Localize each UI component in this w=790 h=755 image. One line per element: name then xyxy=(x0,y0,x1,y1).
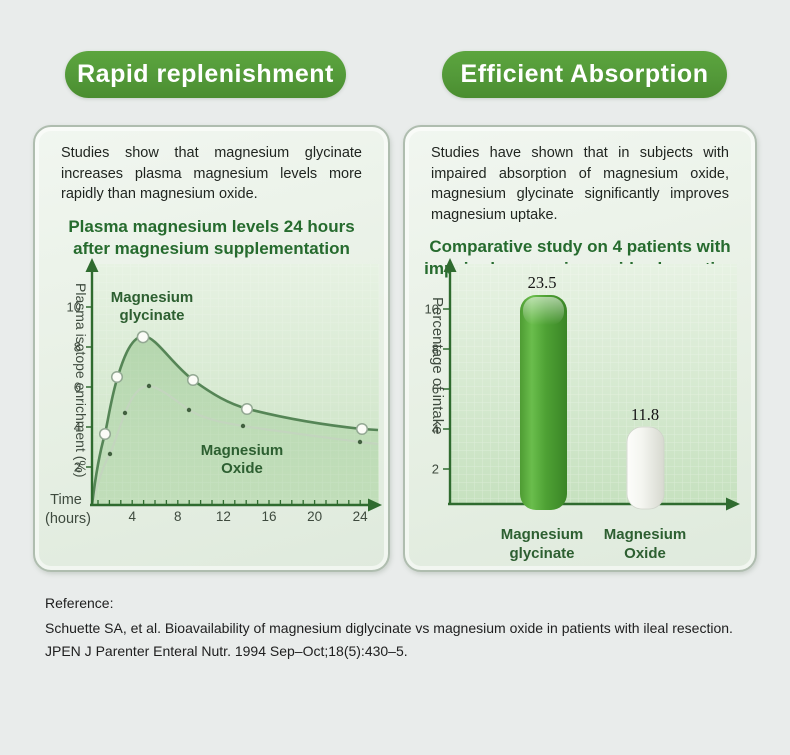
x-axis-arrow-icon xyxy=(368,498,382,512)
bar-chart: 2 4 6 8 10 23.5 11.8 Magnesium glycinate… xyxy=(425,258,740,562)
y-axis xyxy=(443,268,452,505)
left-panel-paragraph: Studies show that magnesium glycinate in… xyxy=(61,145,362,203)
oxide-bar-value: 11.8 xyxy=(631,405,659,424)
reference-block: Reference: Schuette SA, et al. Bioavaila… xyxy=(45,595,759,662)
oxide-series-label: Magnesium Oxide xyxy=(201,442,284,477)
svg-text:4: 4 xyxy=(74,420,81,435)
svg-text:Magnesium: Magnesium xyxy=(201,442,284,459)
y-tick-labels: 2 4 6 8 10 xyxy=(425,302,439,477)
svg-text:8: 8 xyxy=(74,340,81,355)
glycinate-series-label: Magnesium glycinate xyxy=(111,289,194,324)
left-panel: Studies show that magnesium glycinate in… xyxy=(33,125,390,572)
glycinate-category-label: Magnesium glycinate xyxy=(501,526,584,562)
oxide-markers xyxy=(107,383,363,457)
svg-text:2: 2 xyxy=(74,460,81,475)
svg-text:Oxide: Oxide xyxy=(624,545,666,562)
svg-text:8: 8 xyxy=(432,342,439,357)
svg-text:20: 20 xyxy=(307,509,322,524)
glycinate-markers xyxy=(98,330,369,441)
y-axis-arrow-icon xyxy=(85,258,99,272)
svg-text:(hours): (hours) xyxy=(45,511,91,527)
svg-text:Magnesium: Magnesium xyxy=(604,526,687,543)
glycinate-bar xyxy=(520,295,567,510)
y-axis-label: Plasma isotope enrichment (%) xyxy=(73,283,89,478)
glycinate-area-fill xyxy=(92,336,378,505)
svg-text:Oxide: Oxide xyxy=(221,460,263,477)
svg-text:16: 16 xyxy=(261,509,276,524)
svg-text:24: 24 xyxy=(353,509,369,524)
svg-text:10: 10 xyxy=(425,302,439,317)
oxide-bar xyxy=(626,426,665,510)
x-tick-labels: 4 8 12 16 20 24 xyxy=(128,509,368,524)
line-chart: 2 4 6 8 10 4 8 12 16 20 24 xyxy=(45,258,382,527)
efficient-absorption-badge: Efficient Absorption xyxy=(442,51,727,98)
svg-text:12: 12 xyxy=(216,509,231,524)
svg-text:Time: Time xyxy=(50,492,82,508)
y-axis-label: Percentage of intake xyxy=(429,297,446,435)
glycinate-bar-value: 23.5 xyxy=(528,273,557,292)
svg-text:6: 6 xyxy=(74,380,81,395)
svg-text:glycinate: glycinate xyxy=(119,307,184,324)
x-axis xyxy=(90,500,372,507)
y-axis-arrow-icon xyxy=(443,258,457,272)
svg-text:8: 8 xyxy=(174,509,182,524)
svg-text:4: 4 xyxy=(128,509,136,524)
bar-chart-plot-area xyxy=(450,264,737,504)
svg-text:Magnesium: Magnesium xyxy=(111,289,194,306)
y-axis xyxy=(86,268,94,506)
svg-text:glycinate: glycinate xyxy=(509,545,574,562)
y-tick-labels: 2 4 6 8 10 xyxy=(67,300,81,475)
svg-text:4: 4 xyxy=(432,422,439,437)
svg-text:6: 6 xyxy=(432,382,439,397)
svg-text:Magnesium: Magnesium xyxy=(501,526,584,543)
reference-title: Reference: xyxy=(45,595,114,611)
x-axis-arrow-icon xyxy=(726,497,740,511)
oxide-category-label: Magnesium Oxide xyxy=(604,526,687,562)
reference-citation: Schuette SA, et al. Bioavailability of m… xyxy=(45,620,733,659)
right-panel: Studies have shown that in subjects with… xyxy=(403,125,757,572)
svg-text:10: 10 xyxy=(67,300,81,315)
svg-text:2: 2 xyxy=(432,462,439,477)
right-panel-paragraph: Studies have shown that in subjects with… xyxy=(431,145,729,223)
rapid-replenishment-badge: Rapid replenishment xyxy=(65,51,346,98)
left-chart-title: Plasma magnesium levels 24 hours after m… xyxy=(68,216,355,258)
x-axis-label: Time (hours) xyxy=(45,492,91,527)
